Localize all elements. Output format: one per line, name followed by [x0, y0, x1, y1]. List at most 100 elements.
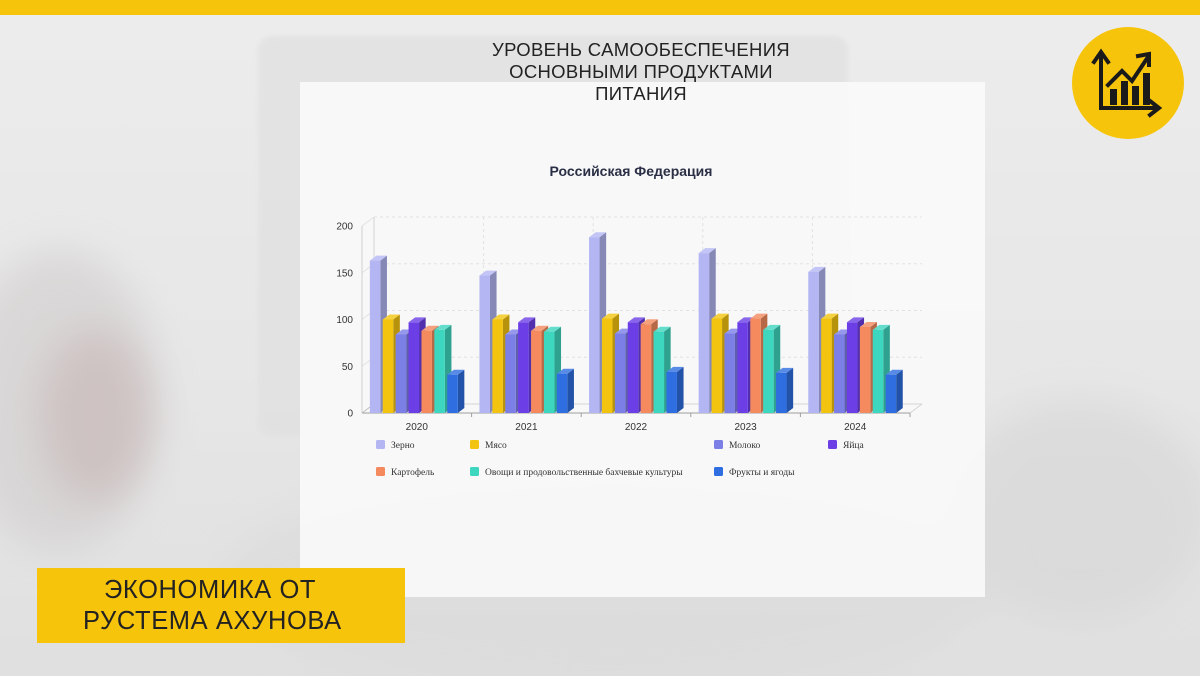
bar-top: [601, 313, 620, 319]
bar-top: [408, 317, 426, 323]
bar: [640, 324, 652, 413]
bar-top: [885, 369, 903, 375]
bar: [776, 372, 787, 413]
bar-top: [821, 313, 839, 319]
bar: [698, 253, 710, 413]
bar: [556, 373, 568, 413]
logo-badge: [1072, 27, 1184, 139]
x-tick-label: 2022: [625, 422, 648, 433]
bar: [479, 275, 490, 413]
y-tick-label: 100: [336, 315, 353, 326]
x-tick-label: 2024: [844, 422, 867, 433]
bar-top: [627, 317, 645, 323]
legend-swatch: [376, 440, 385, 449]
bar-top: [776, 367, 794, 373]
bar-top: [737, 317, 755, 323]
x-tick-label: 2021: [515, 422, 538, 433]
bar-side: [786, 367, 794, 413]
legend-label: Фрукты и ягоды: [729, 468, 795, 478]
growth-chart-icon: [1091, 48, 1163, 118]
legend-label: Картофель: [391, 467, 435, 478]
bar-chart: Российская Федерация 0 50 100 150 200 2020 2021…: [336, 163, 923, 478]
bar: [737, 322, 748, 413]
top-accent-bar: [0, 0, 1200, 15]
bar: [447, 374, 458, 413]
bar: [601, 318, 613, 413]
gridline: [361, 216, 375, 227]
bar: [531, 330, 542, 413]
x-tick-label: 2020: [406, 422, 429, 433]
bar-top: [640, 319, 658, 325]
bar: [859, 326, 871, 413]
legend-label: Молоко: [729, 441, 760, 451]
bar-top: [369, 255, 387, 261]
legend-label: Зерно: [391, 441, 415, 451]
bar-top: [556, 368, 574, 374]
bar-top: [834, 329, 852, 335]
bar: [885, 374, 897, 413]
bar-top: [395, 329, 413, 335]
bar: [711, 318, 723, 413]
legend-swatch: [828, 440, 837, 449]
bar-top: [724, 328, 742, 334]
bar-top: [698, 248, 716, 254]
bar-side: [896, 369, 903, 413]
brand-line: РУСТЕМА АХУНОВА: [83, 607, 342, 635]
brand-line: ЭКОНОМИКА ОТ: [104, 576, 317, 604]
bar-top: [614, 328, 632, 334]
y-tick-label: 0: [347, 409, 353, 420]
bar: [421, 330, 432, 413]
page-title-line: ПИТАНИЯ: [595, 83, 687, 104]
bar: [653, 331, 665, 413]
bar-top: [589, 232, 607, 238]
bar-top: [846, 317, 865, 323]
y-tick-label: 50: [342, 362, 354, 373]
floor-edge: [909, 403, 923, 414]
bar: [505, 334, 516, 413]
bar-top: [479, 270, 497, 276]
brand-banner: ЭКОНОМИКА ОТ РУСТЕМА АХУНОВА: [37, 568, 405, 643]
bar: [434, 329, 445, 413]
bar: [724, 333, 735, 413]
bar: [808, 271, 819, 413]
bar-top: [808, 266, 826, 272]
legend-swatch: [714, 467, 723, 476]
bar-top: [518, 317, 536, 323]
bar-top: [653, 326, 671, 332]
bar: [750, 318, 761, 413]
page-title: УРОВЕНЬ САМООБЕСПЕЧЕНИЯ ОСНОВНЫМИ ПРОДУК…: [450, 39, 832, 105]
bar: [382, 319, 394, 413]
bar-top: [543, 326, 562, 332]
bar: [369, 260, 381, 413]
legend-swatch: [470, 467, 479, 476]
bar: [492, 319, 503, 413]
y-tick-label: 200: [336, 222, 353, 233]
x-tick-label: 2023: [734, 422, 757, 433]
legend-swatch: [470, 440, 479, 449]
bar-top: [763, 324, 781, 330]
bar-top: [382, 314, 400, 320]
chart-title: Российская Федерация: [550, 163, 713, 179]
legend-swatch: [376, 467, 385, 476]
bar: [821, 318, 832, 413]
bar-top: [505, 329, 523, 335]
bar-side: [567, 368, 574, 413]
bar-top: [711, 313, 729, 319]
bar: [395, 334, 407, 413]
page-title-line: ОСНОВНЫМИ ПРОДУКТАМИ: [509, 61, 773, 82]
legend-label: Овощи и продовольственные бахчевые культ…: [485, 467, 683, 478]
bar-top: [531, 325, 549, 331]
blur-shape: [0, 250, 160, 550]
bar-top: [750, 313, 768, 319]
bar-top: [872, 324, 890, 330]
bar-top: [666, 366, 684, 372]
bar-top: [492, 314, 510, 320]
bar-side: [676, 366, 684, 413]
bar: [872, 329, 884, 413]
page-title-line: УРОВЕНЬ САМООБЕСПЕЧЕНИЯ: [492, 39, 790, 60]
legend-label: Мясо: [485, 441, 507, 451]
bar-side: [457, 369, 465, 413]
bar: [763, 329, 774, 413]
y-tick-label: 150: [336, 268, 353, 279]
bar: [589, 237, 600, 413]
